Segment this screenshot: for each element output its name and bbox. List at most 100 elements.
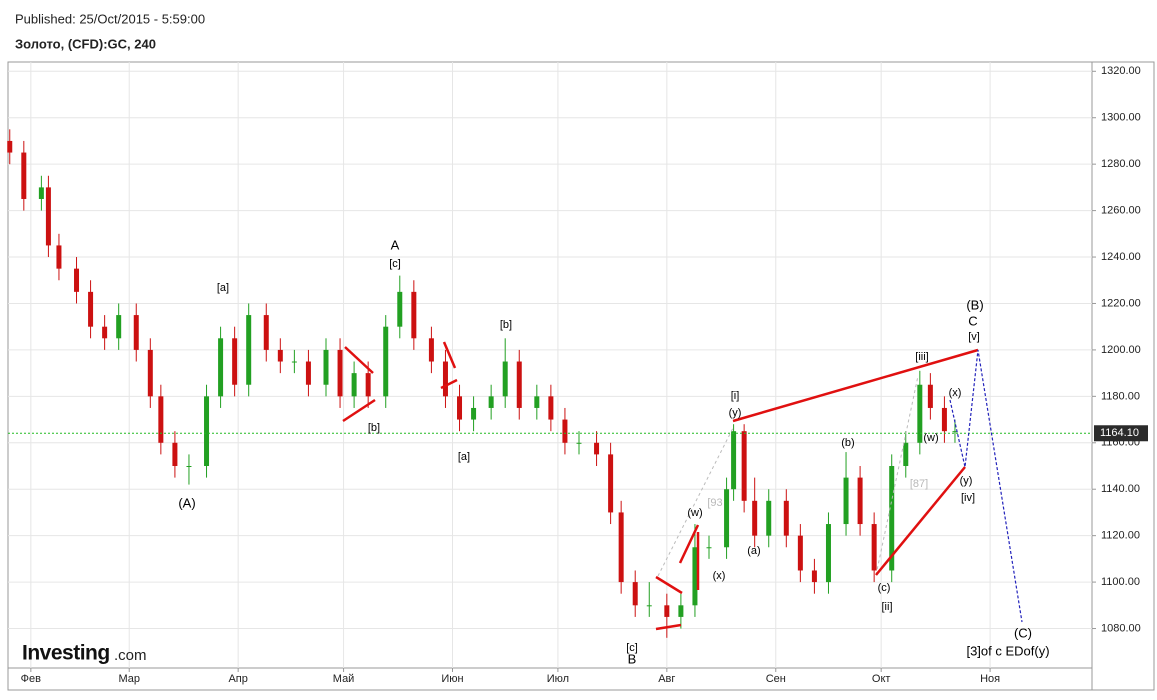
candle-body [411, 291, 417, 339]
candle-body [843, 477, 849, 525]
x-tick-label: Сен [766, 673, 786, 685]
trend-line [655, 575, 683, 595]
fib-line [875, 375, 919, 576]
instrument: Золото, (CFD):GC, 240 [15, 36, 156, 51]
wave-label: [c] [389, 258, 401, 270]
candle-body [337, 349, 343, 397]
y-tick-label: 1300.00 [1101, 112, 1141, 124]
candle-body [516, 361, 522, 408]
candle-body [618, 512, 624, 583]
fib-label: [87] [910, 478, 928, 490]
projection [949, 349, 1023, 623]
trend-line [440, 378, 458, 390]
candle-body [576, 442, 582, 444]
candle-body [488, 396, 494, 408]
candle-body [941, 407, 947, 432]
fib-label: [93 [707, 497, 722, 509]
x-tick-label: Авг [658, 673, 675, 685]
candle-body [825, 524, 831, 583]
candle-body [428, 338, 434, 362]
trend-line [342, 398, 376, 423]
candle-body [7, 140, 13, 153]
candle-body [218, 338, 224, 397]
x-tick-label: Июл [547, 673, 569, 685]
candle-body [731, 431, 737, 490]
wave-label: (b) [841, 437, 854, 449]
candle-body [305, 361, 311, 385]
wave-label: (w) [687, 507, 702, 519]
trend-line [655, 623, 682, 631]
candle-body [903, 442, 909, 466]
trend-line [732, 348, 979, 423]
candle-body [783, 500, 789, 536]
candle-body [811, 570, 817, 583]
trend-line [344, 346, 374, 374]
wave-label: (w) [923, 432, 938, 444]
candle-body [232, 338, 238, 385]
logo: Investing .com [22, 642, 147, 665]
candle-body [741, 431, 747, 501]
y-tick-label: 1260.00 [1101, 205, 1141, 217]
candle-body [365, 373, 371, 397]
candle-body [204, 396, 210, 466]
wave-label: A [391, 237, 400, 252]
wave-label: [c] [626, 642, 638, 654]
wave-label: (c) [878, 582, 891, 594]
candle-body [442, 361, 448, 397]
wave-label: [3]of c EDof(y) [966, 643, 1049, 658]
wave-label: [i] [731, 390, 740, 402]
candle-body [534, 396, 540, 408]
candle-body [21, 152, 27, 199]
x-tick-label: Окт [872, 673, 891, 685]
wave-label: (x) [713, 570, 726, 582]
wave-label: [iii] [915, 351, 928, 363]
candle-body [706, 547, 712, 549]
candle-body [246, 315, 252, 385]
x-tick-label: Мар [118, 673, 140, 685]
candle-body [263, 315, 269, 350]
candle-body [116, 315, 122, 339]
wave-label: (x) [949, 387, 962, 399]
candle-body [383, 326, 389, 397]
wave-label: [b] [500, 319, 512, 331]
fib-line [657, 427, 734, 577]
candle-body [45, 187, 51, 246]
candle-body [102, 326, 108, 339]
candle-body [147, 349, 153, 397]
candle-body [927, 384, 933, 408]
y-tick-label: 1180.00 [1101, 390, 1140, 402]
y-tick-label: 1220.00 [1101, 297, 1141, 309]
frame [7, 61, 1155, 691]
candle-body [917, 384, 923, 443]
candle-body [133, 315, 139, 350]
x-tick-label: Фев [21, 673, 41, 685]
candle-body [186, 466, 192, 467]
candle-body [323, 349, 329, 385]
candle-body [646, 605, 652, 607]
candle-body [871, 524, 877, 571]
wave-label: (B) [966, 297, 983, 312]
logo-suffix: .com [114, 647, 147, 664]
candle-body [608, 454, 614, 513]
candle-body [457, 396, 463, 420]
candle-body [562, 419, 568, 443]
wave-label: C [968, 313, 977, 328]
wave-label: [iv] [961, 492, 975, 504]
candle-body [502, 361, 508, 397]
last-price-label: 1164.10 [1100, 427, 1139, 439]
candle-body [857, 477, 863, 525]
drawings: A [c] [a] (A) [b] [a] [b] [c] B [i] (y) … [178, 237, 1049, 666]
y-tick-label: 1240.00 [1101, 251, 1141, 263]
y-tick-label: 1120.00 [1101, 530, 1140, 542]
candle-body [397, 291, 403, 327]
y-tick-label: 1080.00 [1101, 622, 1141, 634]
candle-body [678, 605, 684, 617]
wave-label: [a] [217, 282, 229, 294]
x-tick-label: Июн [441, 673, 463, 685]
wave-label: (a) [747, 545, 760, 557]
candle-body [889, 466, 895, 571]
wave-label: [v] [968, 331, 980, 343]
trend-line [442, 341, 457, 369]
candle-body [548, 396, 554, 420]
trend-line [678, 524, 700, 564]
